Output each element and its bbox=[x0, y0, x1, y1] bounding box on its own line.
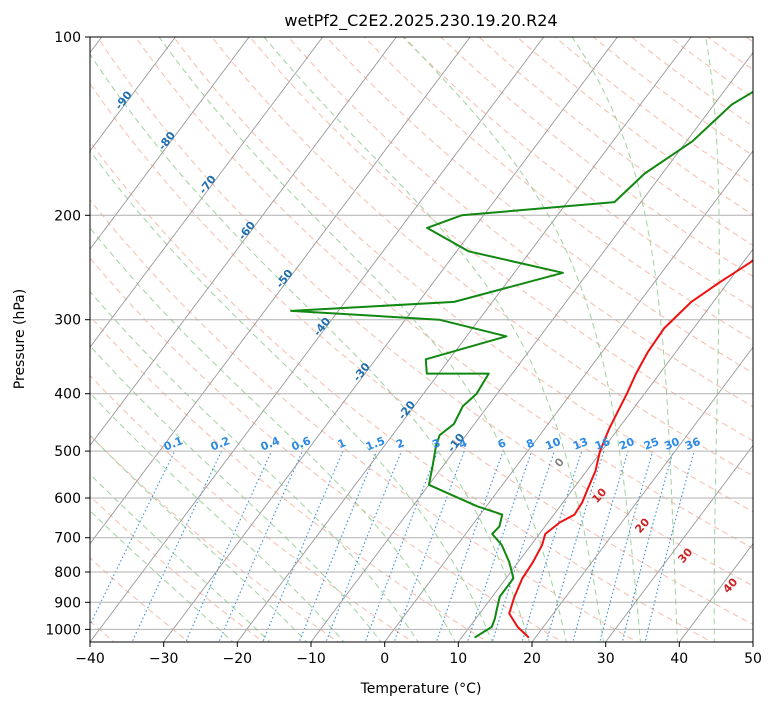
mixing-ratio-label: 30 bbox=[662, 435, 681, 453]
mixing-ratio-line bbox=[572, 450, 629, 642]
y-tick-label: 500 bbox=[54, 444, 81, 460]
mixing-ratio-line bbox=[521, 450, 583, 642]
dry-adiabat bbox=[134, 37, 753, 550]
chart-title: wetPf2_C2E2.2025.230.19.20.R24 bbox=[284, 11, 557, 31]
x-axis: −40 −30 −20 −10 0 10 20 30 40 50 bbox=[75, 642, 762, 667]
mixing-ratio-line bbox=[545, 450, 605, 642]
x-axis-title: Temperature (°C) bbox=[360, 681, 482, 697]
y-tick-label: 800 bbox=[54, 565, 81, 581]
isotherm bbox=[457, 248, 753, 642]
mixing-ratio-label: 16 bbox=[593, 435, 612, 453]
x-tick-label: 0 bbox=[380, 651, 389, 667]
x-tick-label: 40 bbox=[670, 651, 688, 667]
y-tick-label: 300 bbox=[54, 313, 81, 329]
x-tick-label: 30 bbox=[597, 651, 615, 667]
mixing-ratio-line bbox=[325, 450, 403, 642]
moist-adiabat bbox=[90, 392, 345, 642]
isotherm bbox=[90, 37, 471, 545]
mixing-ratio-label: 20 bbox=[617, 435, 636, 453]
isotherm bbox=[310, 51, 753, 642]
isotherm bbox=[90, 37, 397, 447]
mixing-ratio-line bbox=[644, 450, 695, 642]
dry-adiabat bbox=[90, 83, 753, 625]
y-tick-label: 600 bbox=[54, 491, 81, 507]
x-tick-label: −30 bbox=[149, 651, 179, 667]
mixing-ratio-line bbox=[491, 450, 555, 642]
y-tick-label: 100 bbox=[54, 30, 81, 46]
dry-adiabat bbox=[211, 37, 753, 477]
y-tick-label: 900 bbox=[54, 595, 81, 611]
moist-adiabat bbox=[90, 149, 493, 642]
dry-adiabat bbox=[173, 37, 753, 513]
mixing-ratio-line bbox=[393, 450, 465, 642]
mixing-ratio-line bbox=[435, 450, 504, 642]
temperature-profile bbox=[508, 258, 753, 639]
x-tick-label: −40 bbox=[75, 651, 105, 667]
mixing-ratio-label: 10 bbox=[544, 435, 563, 453]
dry-adiabat bbox=[249, 37, 753, 442]
x-tick-label: 10 bbox=[449, 651, 467, 667]
mixing-ratio-line bbox=[621, 450, 674, 642]
mixing-ratio-line bbox=[599, 450, 654, 642]
isotherm bbox=[384, 150, 753, 642]
x-tick-label: −10 bbox=[296, 651, 326, 667]
y-tick-label: 200 bbox=[54, 208, 81, 224]
y-tick-label: 1000 bbox=[45, 622, 81, 638]
dewpoint-profile bbox=[290, 90, 753, 639]
isotherm bbox=[163, 37, 618, 642]
moist-adiabat bbox=[90, 227, 456, 642]
mixing-ratio-label: 1 bbox=[336, 436, 348, 451]
x-tick-label: 50 bbox=[744, 651, 762, 667]
isotherm bbox=[90, 37, 324, 349]
y-tick-label: 400 bbox=[54, 387, 81, 403]
dry-adiabat bbox=[90, 315, 489, 642]
isotherm bbox=[236, 37, 692, 642]
mixing-ratio-label: 25 bbox=[642, 435, 661, 453]
mixing-ratio-label: 36 bbox=[683, 435, 702, 453]
mixing-ratio-line bbox=[364, 450, 439, 642]
mixing-ratio-label: 2 bbox=[394, 436, 406, 451]
isotherm bbox=[605, 444, 753, 642]
dry-adiabat bbox=[96, 37, 753, 587]
isotherm bbox=[531, 346, 753, 642]
isotherm bbox=[90, 37, 250, 250]
skewed-isotherms bbox=[90, 37, 753, 642]
dry-adiabat bbox=[401, 37, 753, 309]
plot-frame bbox=[89, 36, 754, 643]
mixing-ratio-label: 3 bbox=[430, 436, 442, 451]
isotherm bbox=[90, 37, 176, 152]
mixing-ratio-line bbox=[298, 450, 378, 642]
isotherm bbox=[90, 37, 545, 642]
mixing-ratio-label: 8 bbox=[524, 436, 536, 451]
pressure-gridlines bbox=[90, 37, 753, 630]
dry-adiabat bbox=[90, 140, 713, 642]
sounding-profiles bbox=[290, 90, 753, 639]
y-axis: 1000 900 800 700 600 500 400 300 200 100 bbox=[45, 30, 90, 638]
y-tick-label: 700 bbox=[54, 531, 81, 547]
x-tick-label: −20 bbox=[223, 651, 253, 667]
mixing-ratio-label: 13 bbox=[571, 435, 590, 453]
y-axis-title: Pressure (hPa) bbox=[12, 289, 28, 389]
x-tick-label: 20 bbox=[523, 651, 541, 667]
